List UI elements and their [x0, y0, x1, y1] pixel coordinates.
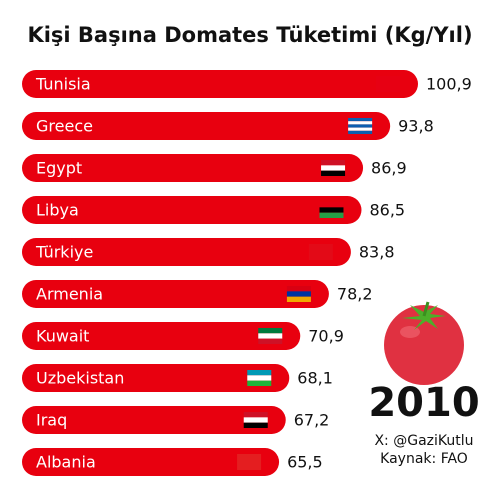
category-label: Greece	[36, 117, 93, 136]
flag-stripe	[286, 286, 311, 292]
flag	[348, 118, 373, 134]
flag-stripe	[247, 380, 272, 386]
value-label: 93,8	[398, 117, 434, 136]
bar	[22, 322, 301, 350]
flag-stripe	[237, 454, 262, 470]
flag	[237, 454, 262, 470]
flag-stripe	[286, 296, 311, 302]
category-label: Egypt	[36, 159, 82, 178]
flag	[308, 244, 333, 260]
value-label: 86,5	[369, 201, 405, 220]
flag-stripe	[321, 165, 346, 171]
value-label: 83,8	[359, 243, 395, 262]
category-label: Uzbekistan	[36, 369, 124, 388]
flag-stripe	[319, 202, 344, 208]
value-label: 68,1	[297, 369, 333, 388]
flag	[376, 76, 400, 92]
value-label: 100,9	[426, 75, 472, 94]
flag-stripe	[321, 170, 346, 176]
bar	[22, 154, 364, 182]
value-label: 65,5	[287, 453, 323, 472]
value-label: 78,2	[337, 285, 373, 304]
category-label: Libya	[36, 201, 79, 220]
chart-title: Kişi Başına Domates Tüketimi (Kg/Yıl)	[27, 23, 472, 47]
bar	[22, 406, 286, 434]
bar	[22, 70, 418, 98]
flag-stripe	[348, 121, 373, 125]
bar	[22, 196, 362, 224]
category-label: Kuwait	[36, 327, 89, 346]
bar	[22, 238, 351, 266]
flag-stripe	[243, 412, 268, 418]
value-label: 67,2	[294, 411, 330, 430]
flag-stripe	[348, 124, 373, 128]
flag-stripe	[319, 212, 344, 218]
flag-stripe	[308, 244, 333, 260]
flag-stripe	[376, 76, 400, 92]
flag-stripe	[247, 375, 272, 381]
flag-stripe	[258, 328, 283, 334]
category-label: Türkiye	[35, 243, 93, 262]
bar	[22, 364, 290, 392]
flag	[319, 202, 344, 218]
flag-stripe	[286, 291, 311, 297]
category-label: Tunisia	[35, 75, 91, 94]
flag-stripe	[258, 333, 283, 339]
flag-stripe	[258, 338, 283, 344]
category-label: Iraq	[36, 411, 67, 430]
flag	[247, 370, 272, 386]
flag-stripe	[348, 127, 373, 131]
source: Kaynak: FAO	[380, 451, 468, 467]
bar	[22, 448, 280, 476]
flag	[243, 412, 268, 428]
flag-stripe	[348, 130, 373, 134]
flag-stripe	[243, 422, 268, 428]
flag-stripe	[321, 160, 346, 166]
value-label: 70,9	[308, 327, 344, 346]
flag-stripe	[243, 417, 268, 423]
bar	[22, 112, 391, 140]
flag-stripe	[348, 118, 373, 122]
flag-stripe	[247, 370, 272, 376]
flag	[321, 160, 346, 176]
flag	[258, 328, 283, 344]
category-label: Armenia	[36, 285, 103, 304]
year-label: 2010	[368, 380, 479, 426]
flag-stripe	[319, 207, 344, 213]
flag	[286, 286, 311, 302]
category-label: Albania	[36, 453, 96, 472]
credit: X: @GaziKutlu	[374, 433, 473, 449]
bar	[22, 280, 329, 308]
tomato	[384, 301, 464, 385]
value-label: 86,9	[371, 159, 407, 178]
